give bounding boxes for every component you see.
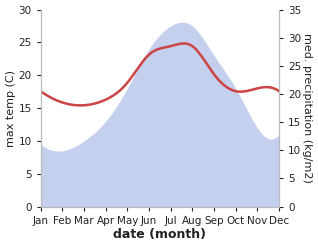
Y-axis label: med. precipitation (kg/m2): med. precipitation (kg/m2) <box>302 33 313 183</box>
X-axis label: date (month): date (month) <box>113 228 206 242</box>
Y-axis label: max temp (C): max temp (C) <box>5 70 16 147</box>
